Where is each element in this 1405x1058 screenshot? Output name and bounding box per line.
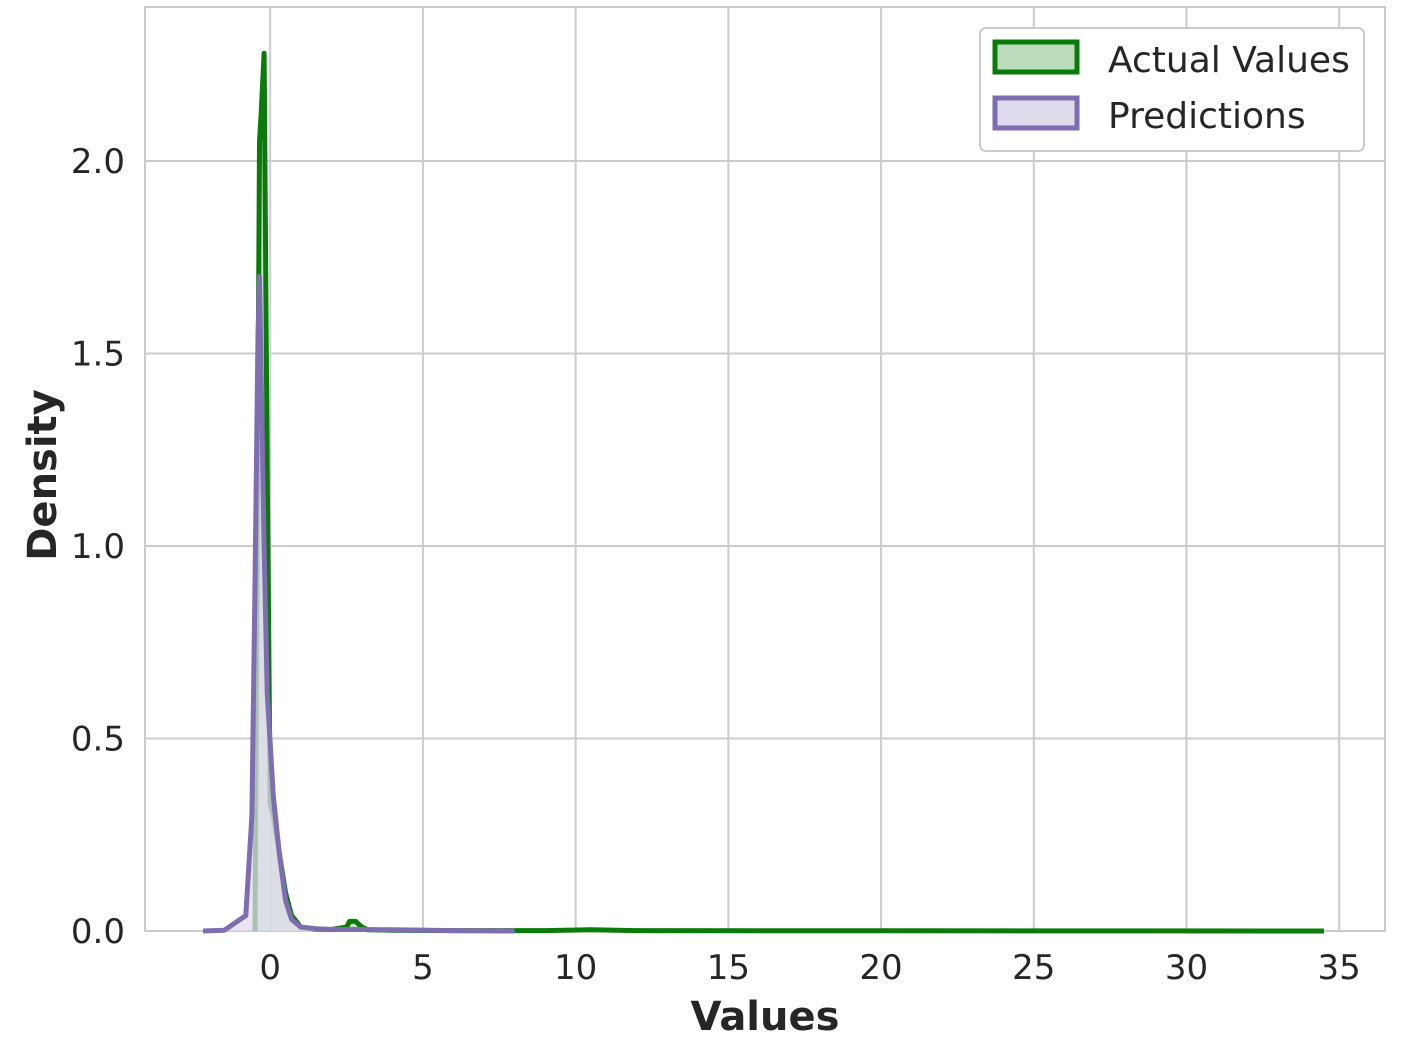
- y-tick-label: 0.5: [71, 720, 125, 760]
- y-tick-labels: 0.0 0.5 1.0 1.5 2.0: [71, 142, 125, 952]
- x-tick-label: 35: [1318, 948, 1361, 988]
- x-tick-label: 30: [1165, 948, 1208, 988]
- x-tick-label: 10: [554, 948, 597, 988]
- density-series: [202, 50, 1324, 934]
- y-tick-label: 0.0: [71, 912, 125, 952]
- legend-label-predictions: Predictions: [1108, 96, 1306, 137]
- x-tick-label: 15: [707, 948, 750, 988]
- x-tick-label: 5: [412, 948, 434, 988]
- legend-swatch-actual-values: [992, 39, 1080, 75]
- y-tick-label: 1.0: [71, 527, 125, 567]
- series-line-predictions: [202, 274, 515, 934]
- legend: Actual Values Predictions: [979, 27, 1365, 152]
- x-tick-label: 25: [1012, 948, 1055, 988]
- legend-swatch-predictions: [992, 95, 1080, 131]
- y-tick-label: 1.5: [71, 335, 125, 375]
- y-axis-label: Density: [20, 389, 66, 561]
- x-tick-label: 0: [259, 948, 281, 988]
- y-tick-label: 2.0: [71, 142, 125, 182]
- legend-label-actual-values: Actual Values: [1108, 40, 1350, 81]
- x-tick-label: 20: [859, 948, 902, 988]
- x-tick-labels: 0 5 10 15 20 25 30 35: [259, 948, 1360, 988]
- x-axis-label: Values: [691, 994, 840, 1040]
